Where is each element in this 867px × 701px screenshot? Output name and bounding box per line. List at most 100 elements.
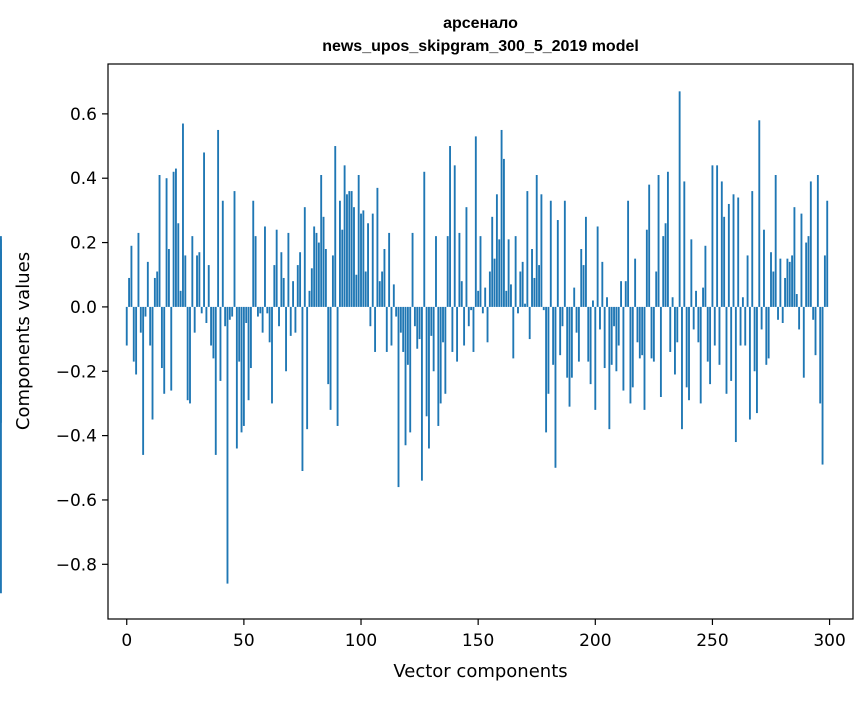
bar [238, 306, 241, 362]
bar [175, 168, 177, 307]
bar [793, 207, 796, 307]
bar [601, 261, 604, 307]
bar [725, 306, 728, 394]
bar [467, 306, 470, 327]
bar [805, 242, 808, 307]
bar [196, 255, 198, 307]
bar [203, 152, 205, 307]
bar [678, 91, 681, 307]
y-axis-ticks: −0.8 −0.6 −0.4 −0.2 0.0 0.2 0.4 0.6 [56, 105, 108, 575]
bar [313, 226, 316, 307]
x-tick-label: 300 [813, 631, 845, 651]
bar [432, 306, 435, 372]
bar [378, 281, 381, 307]
bar [589, 306, 592, 385]
bar [791, 255, 794, 307]
bar [531, 249, 533, 307]
bar [388, 232, 391, 307]
bar [802, 306, 805, 378]
bar [416, 306, 419, 349]
bar [458, 232, 461, 307]
bar [561, 306, 564, 327]
bar [528, 306, 531, 340]
bar [547, 306, 550, 394]
bar [481, 306, 484, 314]
bar [360, 213, 362, 307]
bar [184, 255, 187, 307]
bar [324, 249, 327, 307]
bar [484, 287, 487, 307]
bar [493, 258, 496, 307]
bar [587, 306, 590, 362]
bar [456, 306, 459, 362]
bar [608, 306, 611, 430]
bar [666, 171, 669, 307]
bar [573, 287, 576, 307]
bar [254, 236, 257, 307]
bar [697, 306, 700, 343]
bar [577, 306, 580, 362]
bar [453, 165, 456, 307]
bar [533, 277, 536, 307]
bar [139, 306, 142, 333]
bar [449, 146, 451, 307]
bar [242, 306, 245, 426]
bar [692, 306, 695, 330]
bar [132, 306, 135, 362]
bar [212, 306, 215, 359]
bar [795, 294, 798, 307]
x-tick-label: 100 [345, 631, 377, 651]
y-tick-label: 0.2 [70, 234, 97, 254]
bar [542, 306, 545, 311]
x-tick-label: 250 [696, 631, 728, 651]
bar [521, 261, 524, 307]
bar [568, 306, 571, 407]
bar [355, 274, 358, 307]
bar [770, 252, 772, 307]
bar [816, 175, 819, 307]
x-tick-label: 150 [462, 631, 494, 651]
bar [198, 252, 201, 307]
bar [264, 226, 266, 307]
bar [730, 306, 733, 381]
bar [711, 165, 714, 307]
bar [727, 203, 730, 307]
bar [584, 216, 587, 307]
bar [723, 216, 726, 307]
bar [207, 265, 210, 307]
bar [205, 306, 208, 323]
bar [191, 236, 194, 307]
bar [233, 191, 236, 307]
bar [165, 178, 168, 307]
bar [179, 290, 182, 307]
bar [275, 229, 278, 307]
bar [402, 306, 405, 352]
bar [798, 306, 801, 330]
bar [594, 306, 597, 410]
bar [685, 306, 688, 388]
bar [760, 306, 763, 330]
plot-frame [107, 63, 854, 620]
bar [219, 306, 222, 381]
bar [149, 306, 152, 346]
bar [556, 220, 559, 307]
bar [343, 165, 346, 307]
bar [249, 306, 252, 369]
bar [334, 146, 337, 307]
bar [648, 184, 651, 307]
bar [128, 277, 131, 307]
bar [751, 191, 754, 307]
y-tick-label: −0.6 [56, 491, 97, 511]
bar [463, 306, 466, 346]
bar [549, 200, 552, 307]
bar [367, 223, 369, 307]
bar [781, 306, 784, 323]
bar [362, 210, 365, 307]
bar [451, 306, 454, 352]
x-tick-label: 50 [233, 631, 255, 651]
bar [495, 194, 498, 307]
bar [392, 284, 395, 307]
bar [552, 306, 555, 365]
bar [0, 306, 2, 594]
